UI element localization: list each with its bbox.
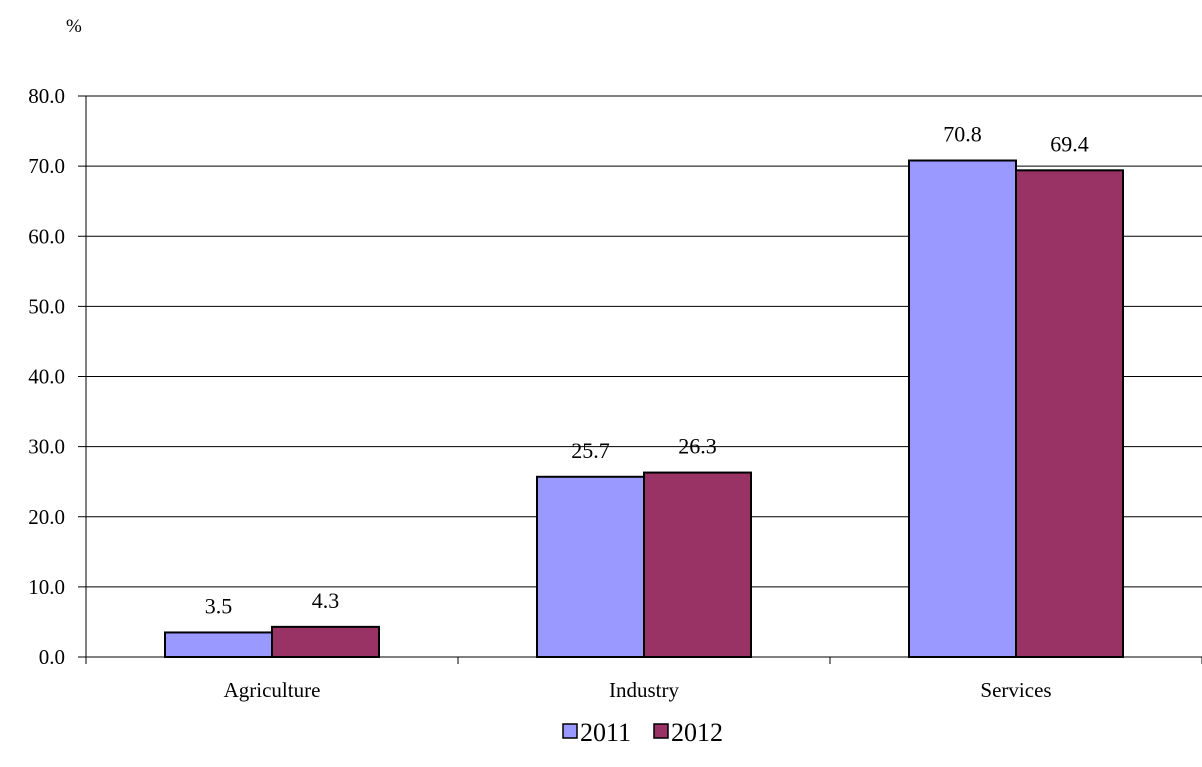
x-category-label: Industry — [609, 678, 679, 702]
data-label: 70.8 — [943, 122, 982, 147]
y-tick-label: 40.0 — [28, 365, 65, 389]
y-tick-label: 50.0 — [28, 294, 65, 318]
bar-2012-agriculture — [271, 625, 380, 659]
bar-2011-industry — [536, 475, 645, 658]
gridlines — [86, 95, 1202, 588]
bar-2012-services — [1015, 169, 1124, 659]
bar-2011-agriculture — [164, 631, 273, 658]
y-axis-unit-label: % — [66, 16, 82, 37]
y-tick-label: 0.0 — [39, 645, 65, 669]
y-tick-label: 70.0 — [28, 154, 65, 178]
y-tick-label: 60.0 — [28, 224, 65, 248]
legend: 2011 2012 — [562, 718, 723, 747]
bars — [164, 159, 1124, 659]
x-category-label: Services — [980, 678, 1051, 702]
x-category-label: Agriculture — [224, 678, 321, 702]
legend-swatch-2011 — [562, 723, 578, 739]
bar-2012-industry — [643, 471, 752, 659]
data-label: 25.7 — [571, 438, 610, 463]
data-label: 4.3 — [312, 588, 340, 613]
data-label: 69.4 — [1050, 131, 1089, 156]
y-tick-label: 80.0 — [28, 84, 65, 108]
legend-label-2011: 2011 — [580, 718, 631, 747]
data-label: 26.3 — [678, 434, 717, 459]
legend-swatch-2012 — [653, 723, 669, 739]
y-tick-label: 30.0 — [28, 435, 65, 459]
y-tick-label: 10.0 — [28, 575, 65, 599]
data-label: 3.5 — [205, 593, 233, 618]
legend-label-2012: 2012 — [671, 718, 723, 747]
bar-2011-services — [908, 159, 1017, 658]
y-tick-label: 20.0 — [28, 505, 65, 529]
labels: 0.0 10.0 20.0 30.0 40.0 50.0 60.0 70.0 80.0 3.5 4.… — [28, 84, 1089, 702]
